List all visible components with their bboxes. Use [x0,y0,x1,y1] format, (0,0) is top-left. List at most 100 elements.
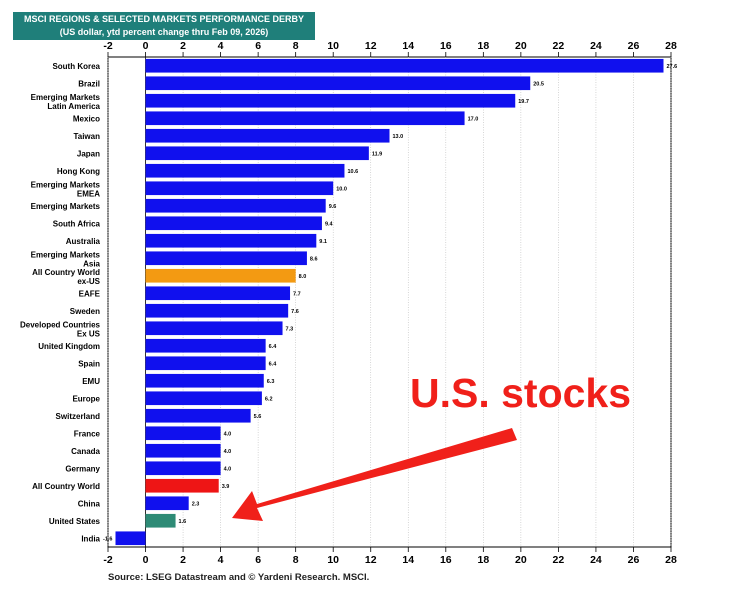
data-label: 19.7 [518,99,529,105]
x-tick-label-top: -2 [103,40,112,52]
annotation-us-stocks: U.S. stocks [410,370,632,416]
x-tick-label-top: 2 [180,40,186,52]
x-tick-label-bottom: 22 [553,554,565,566]
category-label: Spain [78,359,100,368]
bar [145,198,326,213]
category-label: India [81,534,100,543]
bar [145,268,296,283]
data-label: 7.7 [293,291,301,297]
x-tick-label-bottom: 6 [255,554,261,566]
x-tick-label-bottom: 12 [365,554,377,566]
data-label: 4.0 [224,466,232,472]
bar [145,216,322,231]
bar [145,356,266,371]
category-label: Emerging Markets [31,93,101,102]
x-tick-label-bottom: 26 [628,554,640,566]
bar [145,111,465,126]
data-label: 8.0 [299,274,307,280]
bar [145,58,664,73]
category-label: China [78,499,101,508]
data-label: 20.5 [533,81,544,87]
data-label: 8.6 [310,256,318,262]
category-label: All Country World [32,268,100,277]
category-label: EMEA [77,189,100,198]
bar [145,93,516,108]
bar [145,443,221,458]
x-tick-label-top: 20 [515,40,527,52]
data-label: 3.9 [222,484,230,490]
category-label: Germany [65,464,100,473]
x-tick-label-bottom: 2 [180,554,186,566]
data-label: 9.4 [325,221,334,227]
bar [145,286,291,301]
category-label: Europe [72,394,100,403]
data-label: 9.6 [329,204,337,210]
chart-subtitle: (US dollar, ytd percent change thru Feb … [59,27,269,37]
category-label: Hong Kong [57,167,100,176]
x-tick-label-top: 12 [365,40,377,52]
data-label: 17.0 [468,116,479,122]
x-tick-label-top: 22 [553,40,565,52]
bar [145,496,189,511]
bar [145,513,176,528]
category-label: France [74,429,101,438]
category-label: All Country World [32,482,100,491]
x-tick-label-bottom: 24 [590,554,602,566]
category-label: Latin America [47,102,100,111]
data-label: 7.6 [291,309,299,315]
bar [145,163,345,178]
bar [145,461,221,476]
x-tick-label-top: 16 [440,40,452,52]
category-label: South Africa [53,219,101,228]
category-label: ex-US [77,277,100,286]
category-label: Switzerland [56,412,101,421]
x-tick-label-bottom: 8 [293,554,299,566]
x-tick-label-top: 10 [327,40,339,52]
category-label: Emerging Markets [31,250,101,259]
x-tick-label-bottom: 0 [143,554,149,566]
data-label: 1.6 [179,519,187,525]
data-label: 13.0 [393,134,404,140]
x-tick-label-bottom: 20 [515,554,527,566]
data-label: 6.2 [265,396,273,402]
x-tick-label-top: 8 [293,40,299,52]
data-label: 10.6 [347,169,358,175]
data-label: 9.1 [319,239,327,245]
category-label: Japan [77,149,100,158]
x-tick-label-bottom: -2 [103,554,112,566]
x-tick-label-bottom: 18 [477,554,489,566]
x-tick-label-top: 18 [477,40,489,52]
data-label: 6.4 [269,344,278,350]
category-label: EAFE [79,289,101,298]
data-label: -1.6 [103,536,112,542]
category-label: Australia [66,237,101,246]
data-label: 5.6 [254,414,262,420]
data-label: 6.3 [267,379,275,385]
x-tick-label-top: 4 [218,40,224,52]
category-label: Emerging Markets [31,180,101,189]
category-label: Brazil [78,79,100,88]
bar [145,128,390,143]
x-tick-label-bottom: 16 [440,554,452,566]
source-note: Source: LSEG Datastream and © Yardeni Re… [108,572,370,583]
bar [145,303,289,318]
category-label: EMU [82,377,100,386]
chart-title-box: MSCI REGIONS & SELECTED MARKETS PERFORMA… [13,12,315,40]
bar [145,321,283,336]
bar [145,181,334,196]
data-label: 7.3 [286,326,294,332]
x-tick-label-top: 24 [590,40,602,52]
x-tick-label-bottom: 4 [218,554,224,566]
bar [145,146,369,161]
bar [145,373,264,388]
annotation-arrow [232,428,517,521]
category-label: Developed Countries [20,320,101,329]
bar [145,391,262,406]
x-tick-label-bottom: 14 [402,554,414,566]
x-tick-label-top: 26 [628,40,640,52]
category-label: Asia [83,259,100,268]
category-label: Canada [71,447,100,456]
category-label: Ex US [77,329,101,338]
bar [145,426,221,441]
